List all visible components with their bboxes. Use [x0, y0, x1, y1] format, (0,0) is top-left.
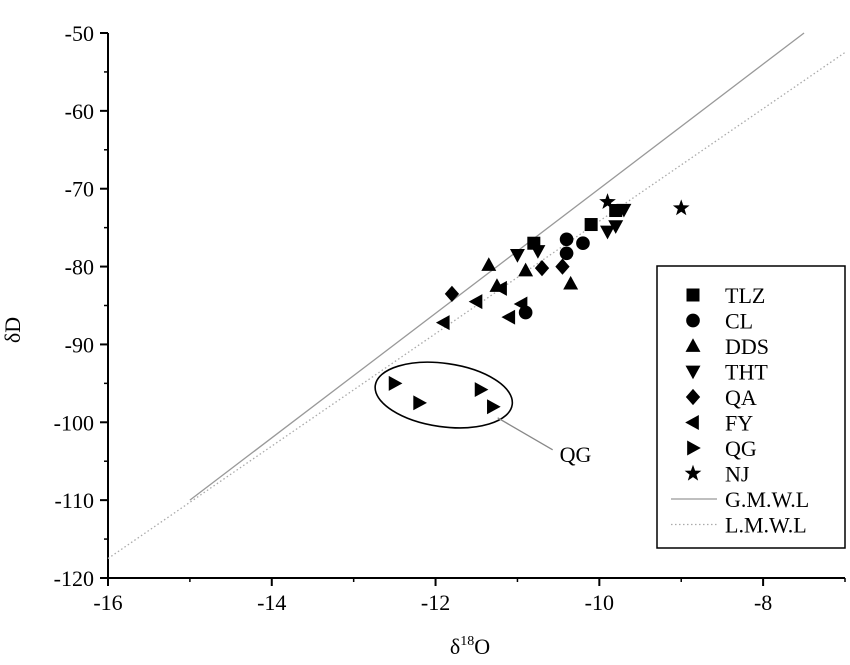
data-point-dds: [563, 275, 579, 290]
legend-label-gmwl: G.M.W.L: [725, 487, 809, 512]
data-point-qg: [388, 375, 403, 391]
y-axis-label: δD: [0, 317, 25, 343]
x-tick-label: -8: [754, 590, 772, 615]
x-axis-label: δ18O: [450, 634, 490, 659]
data-point-tht: [616, 203, 632, 218]
series-tht: [509, 203, 632, 263]
data-point-fy: [513, 296, 528, 312]
qg-cluster-ellipse: [374, 361, 514, 429]
y-tick-label: -120: [54, 566, 94, 591]
axes: -50 -60 -70 -80 -90 -100 -110 -120-16 -14 -12 -10 -…: [54, 21, 846, 615]
y-tick-label: -100: [54, 410, 94, 435]
gmwl-line: [189, 32, 805, 501]
annotation-layer: QG: [374, 361, 592, 467]
data-point-nj: [599, 193, 616, 210]
data-point-qa: [444, 285, 460, 302]
data-point-qg: [474, 382, 489, 398]
qg-leader-line: [497, 417, 553, 451]
y-tick-label: -50: [65, 21, 94, 46]
data-point-fy: [493, 280, 507, 296]
legend-label-lmwl: L.M.W.L: [725, 513, 807, 538]
data-point-cl: [576, 236, 590, 251]
data-point-dds: [518, 262, 534, 277]
legend-label-tht: THT: [725, 360, 768, 385]
data-point-nj: [672, 199, 690, 216]
legend-box: [656, 265, 846, 549]
qg-annotation-label: QG: [560, 442, 592, 467]
x-axis-label-sup: 18: [460, 634, 474, 649]
legend-label-qa: QA: [725, 385, 757, 410]
series-nj: [599, 193, 690, 216]
series-qg: [388, 375, 501, 415]
legend-label-tlz: TLZ: [725, 283, 765, 308]
data-point-qg: [487, 399, 501, 415]
data-point-tht: [530, 245, 546, 259]
y-tick-label: -90: [65, 332, 94, 357]
series-qa: [444, 258, 570, 302]
legend-marker-nj: [684, 464, 702, 481]
x-axis-label-tail: O: [474, 634, 490, 659]
legend-label-cl: CL: [725, 309, 753, 334]
x-tick-label: -10: [585, 590, 614, 615]
legend-marker-tlz: [686, 288, 700, 302]
data-point-tht: [600, 225, 615, 240]
legend-marker-tht: [685, 365, 701, 380]
legend-label-qg: QG: [725, 436, 757, 461]
data-point-qa: [555, 258, 570, 275]
x-tick-label: -12: [421, 590, 450, 615]
data-point-qg: [413, 395, 427, 411]
legend-marker-qg: [687, 440, 701, 456]
data-point-fy: [501, 309, 516, 325]
series-fy: [435, 280, 528, 331]
data-point-cl: [559, 232, 574, 247]
data-point-qa: [534, 260, 550, 277]
series-tlz: [527, 204, 623, 250]
data-point-tht: [608, 220, 624, 234]
series-cl: [518, 232, 590, 320]
data-point-tht: [509, 249, 525, 263]
data-point-fy: [468, 294, 483, 310]
data-point-tlz: [584, 218, 598, 232]
data-point-cl: [559, 246, 574, 261]
y-tick-label: -60: [65, 99, 94, 124]
data-point-cl: [518, 305, 533, 320]
data-point-dds: [481, 257, 497, 271]
y-tick-label: -110: [54, 488, 94, 513]
data-points: [388, 193, 690, 415]
legend-marker-dds: [685, 338, 701, 352]
data-point-fy: [435, 315, 450, 331]
legend-marker-qa: [685, 388, 701, 406]
legend-label-nj: NJ: [725, 462, 750, 487]
legend-label-dds: DDS: [725, 334, 769, 359]
legend-label-fy: FY: [725, 411, 753, 436]
y-tick-label: -70: [65, 177, 94, 202]
legend-marker-fy: [685, 415, 699, 430]
x-axis-label-base: δ: [450, 634, 460, 659]
lmwl-line: [107, 51, 846, 560]
x-tick-label: -14: [257, 590, 286, 615]
y-tick-label: -80: [65, 255, 94, 280]
x-tick-label: -16: [93, 590, 122, 615]
reference-lines: [107, 32, 846, 560]
legend-marker-cl: [686, 313, 700, 328]
